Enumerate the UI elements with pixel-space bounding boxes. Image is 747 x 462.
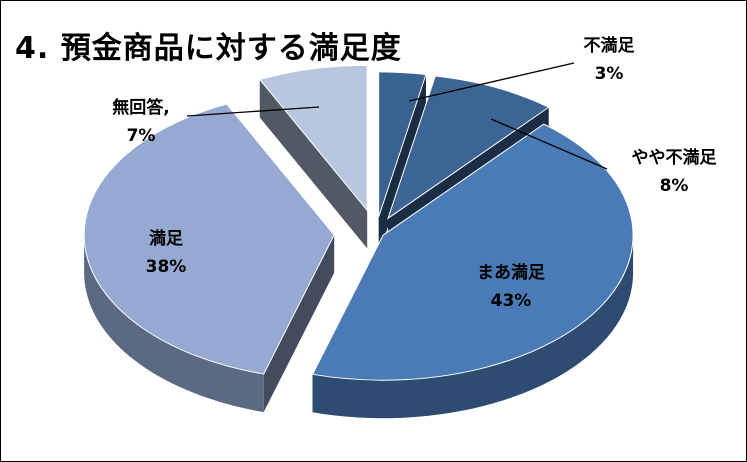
chart-title: 4. 預金商品に対する満足度 (15, 31, 402, 66)
slice-top-1 (387, 75, 550, 220)
slice-top-3 (83, 103, 335, 375)
slice-side-wall (84, 234, 264, 413)
leader-line (186, 106, 320, 117)
leader-line (490, 118, 608, 170)
slice-label: やや不満足 (632, 147, 717, 168)
pie-top-layer (83, 64, 634, 381)
slice-label: 無回答, (112, 97, 169, 118)
slice-label: 不満足 (584, 35, 635, 56)
slice-cut-face (259, 79, 368, 249)
slice-value-label: 8% (660, 176, 689, 196)
slice-value-label: 38% (146, 257, 187, 277)
slice-value-label: 7% (127, 126, 156, 146)
slice-label: まあ満足 (477, 262, 545, 283)
leader-line (408, 62, 575, 102)
slice-label: 満足 (149, 228, 183, 249)
slice-side-wall (312, 235, 634, 419)
slice-cut-face (263, 234, 335, 413)
slice-value-label: 3% (595, 64, 624, 84)
slice-top-0 (378, 71, 427, 217)
slice-value-label: 43% (491, 291, 532, 311)
slice-top-4 (258, 64, 368, 212)
